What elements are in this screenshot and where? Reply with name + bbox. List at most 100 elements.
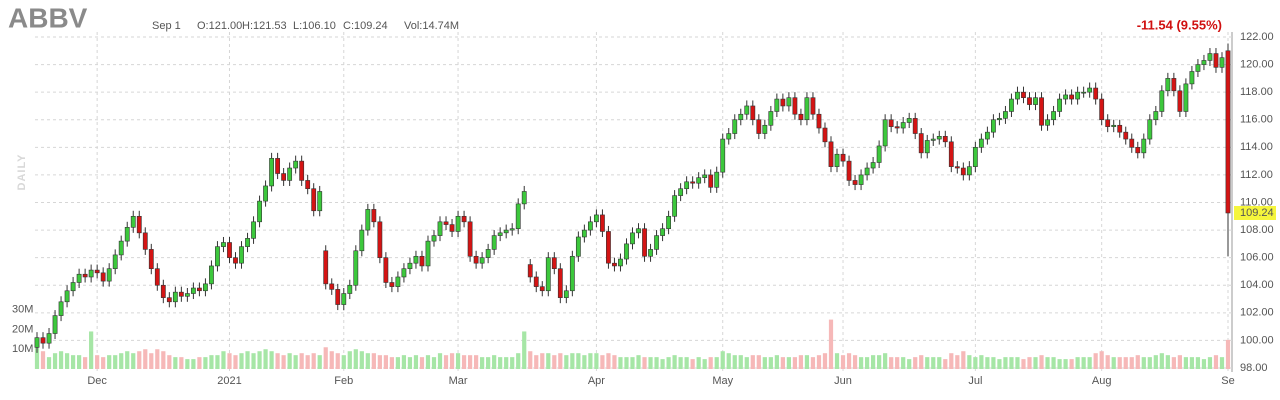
volume-bar: [498, 357, 503, 369]
volume-bar: [955, 355, 960, 369]
volume-bar: [173, 357, 178, 369]
volume-bar: [798, 355, 804, 369]
candle-body: [353, 250, 359, 286]
volume-bar: [546, 353, 551, 369]
candle-body: [744, 105, 750, 115]
candle-body: [1039, 97, 1044, 126]
volume-bar: [167, 355, 172, 369]
candle-body: [636, 228, 641, 234]
candle-body: [900, 122, 906, 129]
volume-bar: [1009, 357, 1014, 369]
candle-body: [1051, 111, 1056, 121]
volume-bar: [359, 351, 364, 369]
volume-bar: [221, 351, 226, 369]
candle-body: [335, 289, 341, 305]
candle-body: [810, 97, 816, 115]
candle-body: [1021, 91, 1026, 98]
volume-bar: [672, 355, 677, 369]
volume-bar: [251, 353, 256, 369]
volume-bar: [70, 355, 76, 369]
volume-bar: [1069, 359, 1074, 369]
candle-body: [341, 293, 347, 305]
candle-body: [88, 269, 94, 278]
candle-body: [828, 141, 834, 167]
candle-body: [906, 118, 912, 123]
volume-bar: [305, 355, 310, 369]
volume-bar: [323, 347, 328, 369]
volume-bar: [612, 355, 617, 369]
volume-bar: [1171, 357, 1176, 369]
candle-body: [1159, 90, 1165, 112]
candle-body: [148, 249, 154, 269]
volume-bar: [492, 355, 497, 369]
volume-bar: [131, 353, 136, 369]
volume-bar: [588, 353, 593, 369]
change: -11.54 (9.55%): [1137, 17, 1222, 32]
volume-bar: [1105, 355, 1110, 369]
candle-body: [1171, 78, 1177, 92]
candle-body: [1075, 91, 1081, 100]
volume-bar: [696, 357, 701, 369]
candle-body: [52, 315, 58, 334]
y-tick-label: 122.00: [1240, 31, 1274, 43]
candle-body: [239, 246, 244, 264]
candle-body: [942, 136, 948, 143]
volume-bar: [666, 357, 671, 369]
candle-body: [587, 221, 593, 231]
candle-body: [798, 113, 804, 121]
candle-body: [82, 273, 88, 278]
volume-bar: [83, 357, 88, 369]
candle-body: [275, 158, 281, 174]
volume-bar: [1099, 351, 1104, 369]
volume-tick-label: 10M: [12, 343, 33, 355]
candle-body: [323, 250, 329, 285]
volume-bar: [389, 357, 394, 369]
volume-bar: [455, 353, 461, 369]
volume-bar: [901, 357, 906, 369]
candle-body: [509, 228, 515, 231]
volume-bar: [245, 351, 250, 369]
volume-bar: [913, 357, 918, 369]
candle-body: [1213, 53, 1219, 68]
volume-bar: [1123, 357, 1128, 369]
candle-body: [930, 138, 936, 141]
volume-bar: [311, 353, 316, 369]
volume-bar: [744, 357, 749, 369]
candle-body: [130, 215, 136, 228]
candle-body: [305, 180, 311, 190]
volume-bar: [516, 353, 521, 369]
info-high: H:121.53: [242, 20, 287, 32]
candle-body: [888, 119, 894, 127]
volume-bar: [925, 357, 930, 369]
volume-bar: [1027, 357, 1032, 369]
volume-bar: [973, 357, 978, 369]
volume-bar: [642, 357, 647, 369]
volume-bar: [780, 357, 785, 369]
candle-body: [997, 118, 1002, 121]
candle-body: [708, 174, 714, 188]
volume-bar: [1213, 355, 1219, 369]
volume-bar: [185, 359, 190, 369]
volume-bar: [107, 355, 112, 369]
candle-body: [936, 136, 942, 140]
candle-body: [972, 147, 978, 167]
candle-body: [924, 140, 930, 154]
volume-bar: [684, 357, 689, 369]
candle-body: [1015, 91, 1020, 100]
candle-body: [684, 181, 690, 190]
x-tick-label: Jun: [834, 375, 852, 387]
candle-body: [792, 97, 798, 115]
volume-bar: [600, 355, 605, 369]
candle-body: [1099, 98, 1105, 121]
volume-bar: [858, 357, 864, 369]
volume-bar: [522, 331, 527, 369]
candle-body: [34, 337, 40, 348]
last-price-box: [1234, 205, 1276, 220]
volume-bar: [329, 351, 334, 369]
candle-body: [642, 228, 647, 257]
volume-bar: [77, 355, 82, 369]
candle-body: [1195, 64, 1201, 72]
candle-body: [912, 118, 918, 134]
volume-bar: [762, 357, 767, 369]
volume-bar: [365, 353, 370, 369]
